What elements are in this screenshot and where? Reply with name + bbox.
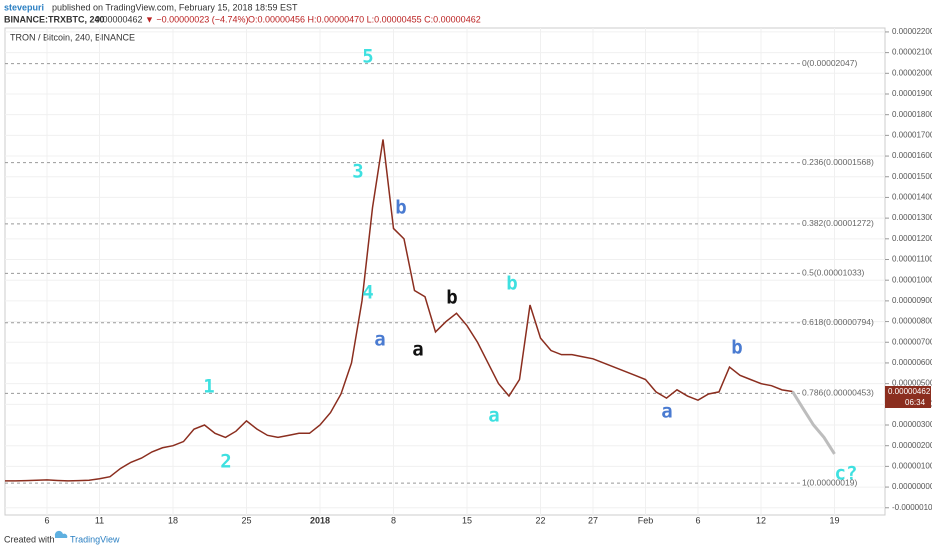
y-tick-label: 0.00000100 bbox=[892, 461, 932, 470]
x-tick-label: 25 bbox=[241, 515, 251, 525]
plot-frame bbox=[4, 27, 886, 516]
wave-label: 4 bbox=[362, 282, 373, 304]
y-tick-label: 0.00000300 bbox=[892, 420, 932, 429]
x-tick-label: Feb bbox=[638, 515, 654, 525]
chart-title: TRON / Bitcoin, 240, BINANCE bbox=[10, 32, 135, 42]
ohlc: O:0.00000456 H:0.00000470 L:0.00000455 C… bbox=[248, 14, 481, 24]
x-tick-label: 8 bbox=[391, 515, 396, 525]
y-tick-label: 0.00000800 bbox=[892, 317, 932, 326]
y-tick-label: 0.00000000 bbox=[892, 482, 932, 491]
y-tick-label: 0.00002100 bbox=[892, 48, 932, 57]
price-line bbox=[791, 390, 836, 455]
y-tick-label: 0.00000500 bbox=[892, 379, 932, 388]
fib-label: 0.382(0.00001272) bbox=[802, 218, 874, 228]
x-tick-label: 12 bbox=[756, 515, 766, 525]
wave-label: 2 bbox=[220, 451, 231, 473]
y-tick-label: 0.00001100 bbox=[892, 255, 932, 264]
x-tick-label: 2018 bbox=[310, 515, 330, 525]
price-tag bbox=[885, 386, 931, 408]
price-line bbox=[5, 139, 793, 482]
y-tick-label: 0.00000900 bbox=[892, 296, 932, 305]
x-tick-label: 18 bbox=[168, 515, 178, 525]
y-tick-label: 0.00001400 bbox=[892, 193, 932, 202]
wave-label: 5 bbox=[362, 46, 373, 68]
wave-label: b bbox=[395, 197, 406, 219]
logo bbox=[54, 530, 68, 538]
footer-created: Created with bbox=[4, 534, 55, 544]
wave-label: b bbox=[731, 337, 742, 359]
last-price: 0.00000462 bbox=[95, 14, 143, 24]
y-tick-label: 0.00002000 bbox=[892, 68, 932, 77]
x-tick-label: 6 bbox=[44, 515, 49, 525]
fib-label: 0.786(0.00000453) bbox=[802, 388, 874, 398]
y-tick-label: 0.00001900 bbox=[892, 89, 932, 98]
fib-label: 0.236(0.00001568) bbox=[802, 157, 874, 167]
fib-label: 0(0.00002047) bbox=[802, 58, 857, 68]
y-tick-label: 0.00000600 bbox=[892, 358, 932, 367]
y-tick-label: 0.00001300 bbox=[892, 213, 932, 222]
published: published on TradingView.com, February 1… bbox=[52, 2, 298, 12]
wave-label: 1 bbox=[203, 376, 214, 398]
y-tick-label: 0.00001600 bbox=[892, 151, 932, 160]
wave-label: c? bbox=[835, 463, 858, 485]
y-tick-label: 0.00001700 bbox=[892, 130, 932, 139]
y-tick-label: 0.00001200 bbox=[892, 234, 932, 243]
wave-label: a bbox=[488, 405, 499, 427]
footer-brand[interactable]: TradingView bbox=[70, 534, 120, 544]
wave-label: 3 bbox=[352, 161, 363, 183]
y-tick-label: 0.00000200 bbox=[892, 441, 932, 450]
fib-label: 0.618(0.00000794) bbox=[802, 317, 874, 327]
fib-label: 1(0.00000019) bbox=[802, 477, 857, 487]
wave-label: a bbox=[661, 401, 672, 423]
wave-label: a bbox=[374, 329, 385, 351]
y-tick-label: -0.00000100 bbox=[892, 503, 932, 512]
y-tick-label: 0.00001800 bbox=[892, 110, 932, 119]
wave-label: b bbox=[506, 273, 517, 295]
x-tick-label: 22 bbox=[535, 515, 545, 525]
y-tick-label: 0.00001000 bbox=[892, 275, 932, 284]
y-tick-label: 0.00001500 bbox=[892, 172, 932, 181]
change: ▼ −0.00000023 (−4.74%) bbox=[145, 14, 248, 24]
fib-label: 0.5(0.00001033) bbox=[802, 268, 865, 278]
wave-label: a bbox=[412, 339, 423, 361]
symbol: BINANCE:TRXBTC, 240 bbox=[4, 14, 105, 24]
wave-label: b bbox=[446, 287, 457, 309]
x-tick-label: 19 bbox=[829, 515, 839, 525]
y-tick-label: 0.00000700 bbox=[892, 337, 932, 346]
x-tick-label: 11 bbox=[95, 515, 104, 525]
x-tick-label: 6 bbox=[695, 515, 700, 525]
price-tag-price: 0.00000462 bbox=[888, 387, 931, 396]
x-tick-label: 15 bbox=[462, 515, 472, 525]
author[interactable]: stevepuri bbox=[4, 2, 44, 12]
x-tick-label: 27 bbox=[588, 515, 598, 525]
y-tick-label: 0.00002200 bbox=[892, 27, 932, 36]
price-tag-time: 06:34 bbox=[905, 398, 926, 407]
